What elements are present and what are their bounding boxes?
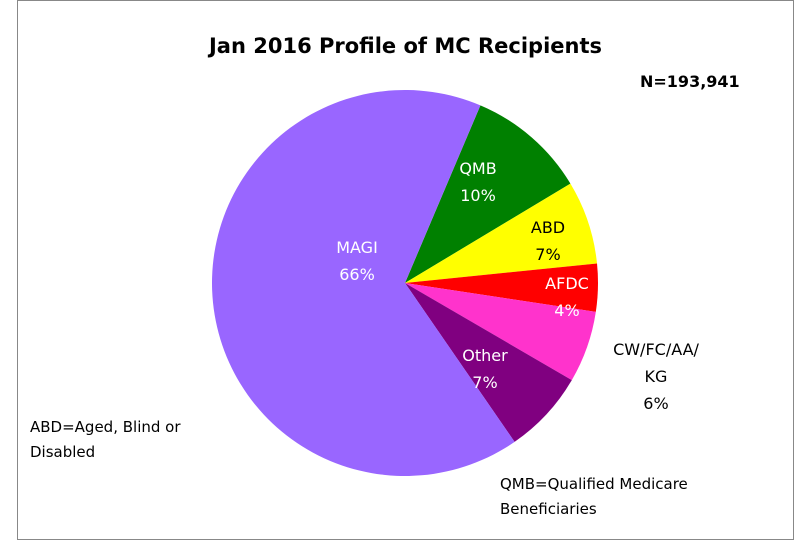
category-label: MAGI bbox=[336, 238, 378, 257]
category-label: AFDC bbox=[545, 274, 589, 293]
pie-slice bbox=[405, 183, 598, 283]
value-label: 10% bbox=[460, 186, 496, 205]
value-label: 66% bbox=[339, 265, 375, 284]
slice-label: AFDC 4% bbox=[545, 270, 589, 324]
slice-label: CW/FC/AA/KG 6% bbox=[609, 336, 704, 417]
pie-slice bbox=[212, 90, 515, 476]
slice-label: ABD 7% bbox=[531, 214, 565, 268]
slice-label: Other 7% bbox=[462, 342, 507, 396]
pie-slice bbox=[405, 283, 596, 381]
annotation: ABD=Aged, Blind or Disabled bbox=[30, 418, 181, 461]
category-label: QMB bbox=[459, 159, 497, 178]
value-label: 7% bbox=[535, 245, 561, 264]
value-label: 7% bbox=[472, 373, 498, 392]
slice-label: QMB 10% bbox=[459, 155, 496, 209]
category-label: Other bbox=[462, 346, 508, 365]
chart-title: Jan 2016 Profile of MC Recipients bbox=[208, 34, 602, 58]
pie-slice bbox=[405, 283, 572, 442]
category-label: ABD bbox=[530, 218, 566, 237]
value-label: 4% bbox=[554, 301, 580, 320]
pie-slice bbox=[405, 105, 571, 283]
subtitle: N=193,941 bbox=[640, 72, 740, 91]
frame bbox=[17, 0, 794, 540]
annotation: QMB=Qualified Medicare Beneficiaries bbox=[500, 475, 688, 518]
pie-slice bbox=[405, 263, 598, 312]
slice-label: MAGI 66% bbox=[336, 234, 378, 288]
category-label: CW/FC/AA/KG bbox=[613, 340, 699, 386]
value-label: 6% bbox=[643, 394, 669, 413]
